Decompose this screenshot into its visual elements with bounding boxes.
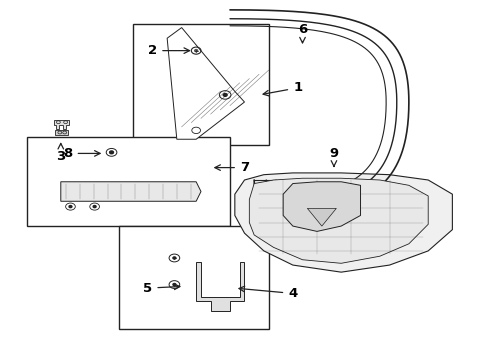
Bar xyxy=(27,138,229,226)
Polygon shape xyxy=(53,120,69,129)
Text: 6: 6 xyxy=(297,23,306,43)
Polygon shape xyxy=(196,261,244,311)
Circle shape xyxy=(194,50,197,52)
Text: 5: 5 xyxy=(143,282,180,294)
Polygon shape xyxy=(167,28,244,139)
Bar xyxy=(133,24,268,145)
Text: 4: 4 xyxy=(239,286,297,300)
Text: 7: 7 xyxy=(214,161,248,174)
Polygon shape xyxy=(55,130,68,135)
Text: 3: 3 xyxy=(56,143,65,163)
Text: 1: 1 xyxy=(263,81,302,96)
Polygon shape xyxy=(307,208,336,226)
Circle shape xyxy=(93,206,96,208)
Polygon shape xyxy=(249,178,427,263)
Circle shape xyxy=(173,257,176,259)
Polygon shape xyxy=(283,182,360,231)
Circle shape xyxy=(69,206,72,208)
Polygon shape xyxy=(234,173,451,272)
Circle shape xyxy=(173,283,176,285)
Circle shape xyxy=(223,94,226,96)
Text: 2: 2 xyxy=(148,44,189,57)
Text: 8: 8 xyxy=(63,147,100,160)
Text: 9: 9 xyxy=(329,147,338,166)
Circle shape xyxy=(109,151,113,154)
Bar xyxy=(119,226,268,329)
Polygon shape xyxy=(61,182,201,201)
